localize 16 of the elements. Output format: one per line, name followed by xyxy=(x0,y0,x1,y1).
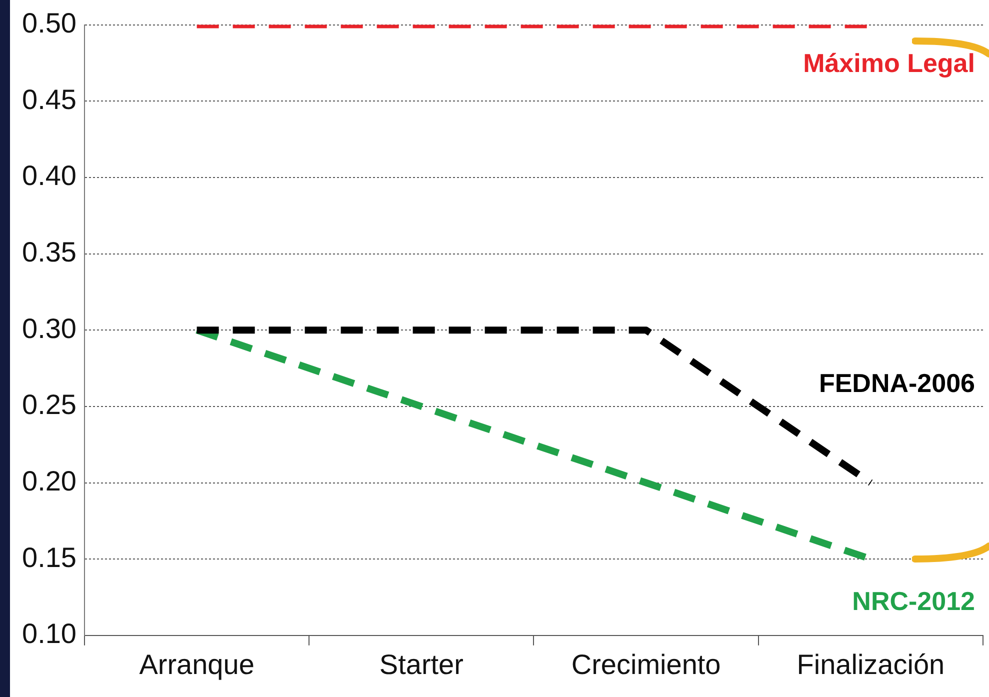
series-label: FEDNA-2006 xyxy=(818,368,975,398)
series-label: Máximo Legal xyxy=(803,48,975,78)
y-tick-label: 0.15 xyxy=(22,542,76,573)
y-tick-label: 0.30 xyxy=(22,312,76,344)
x-tick-label: Arranque xyxy=(139,648,254,680)
x-tick-label: Starter xyxy=(379,648,464,680)
y-tick-label: 0.25 xyxy=(22,389,76,420)
y-tick-label: 0.35 xyxy=(22,236,76,268)
x-tick-label: Finalización xyxy=(796,648,945,680)
y-tick-label: 0.45 xyxy=(22,84,76,115)
x-tick-label: Crecimiento xyxy=(571,648,721,680)
series-label: NRC-2012 xyxy=(852,586,975,616)
y-tick-label: 0.20 xyxy=(22,465,76,496)
y-tick-label: 0.10 xyxy=(22,618,76,650)
y-tick-label: 0.40 xyxy=(22,160,76,192)
y-tick-label: 0.50 xyxy=(22,8,76,39)
